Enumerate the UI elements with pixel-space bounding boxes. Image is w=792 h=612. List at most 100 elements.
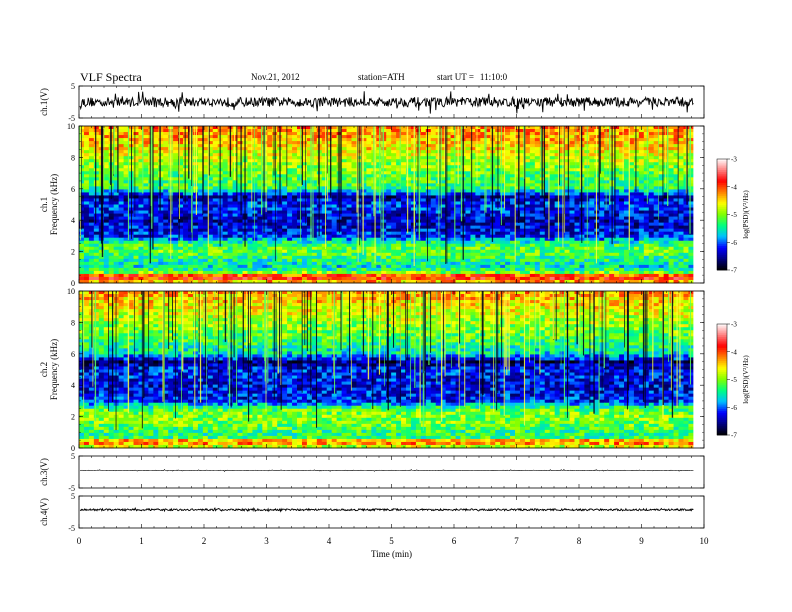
spectrogram-cell [401,135,407,139]
spectrogram-cell [113,129,120,133]
spectrogram-cell [401,204,407,208]
spectrogram-cell [178,132,184,136]
spectrogram-cell [257,210,263,214]
spectrogram-cell [301,147,308,151]
spectrogram-cell [653,216,660,220]
spectrogram-cell [257,153,263,157]
start-time-value: 11:10:0 [479,72,508,82]
spectrogram-cell [222,162,229,166]
spectrogram-cell [247,159,253,163]
spectrogram-cell [599,129,605,133]
spectrogram-cell [500,141,506,145]
spectrogram-cell [138,213,144,217]
spectrogram-cell [252,138,258,142]
spectrogram-cell [381,138,387,142]
spectrogram-cell [683,207,689,211]
spectrogram-cell [485,219,491,224]
spectrogram-cell [306,135,313,139]
spectrogram-cell [326,207,333,211]
spectrogram-cell [574,219,580,224]
spectrogram-cell [232,222,238,227]
spectrogram-cell [346,201,352,205]
spectrogram-cell [118,222,124,227]
spectrogram-cell [628,150,635,154]
spectrogram-cell [559,159,565,163]
spectrogram-cell [118,141,124,145]
spectrogram-cell [678,156,684,160]
spectrogram-cell [346,186,352,190]
spectrogram-cell [574,195,580,199]
spectrogram-cell [83,228,90,233]
spectrogram-cell [103,132,110,136]
spectrogram-cell [88,240,95,245]
spectrogram-cell [282,192,288,196]
spectrogram-cell [430,165,437,169]
spectrogram-cell [415,180,422,184]
spectrogram-cell [648,171,655,175]
spectrogram-cell [282,153,288,157]
spectrogram-cell [192,165,199,169]
spectrogram-cell [118,174,124,178]
spectrogram-cell [361,210,367,214]
spectrogram-cell [648,192,655,196]
spectrogram-cell [619,156,625,160]
spectrogram-cell [549,141,556,145]
spectrogram-cell [589,138,595,142]
spectrogram-cell [500,189,506,193]
spectrogram-cell [475,207,481,211]
spectrogram-cell [366,135,372,139]
spectrogram-cell [519,159,526,163]
spectrogram-cell [554,129,560,133]
spectrogram-cell [292,183,298,187]
spectrogram-cell [406,141,412,145]
spectrogram-cell [163,138,169,142]
spectrogram-cell [292,162,298,166]
spectrogram-cell [123,135,129,139]
spectrogram-cell [420,207,427,211]
spectrogram-cell [475,192,481,196]
spectrogram-cell [178,210,184,214]
spectrogram-cell [415,204,422,208]
spectrogram-cell [306,168,313,172]
spectrogram-cell [183,162,189,166]
spectrogram-cell [346,219,352,224]
spectrogram-cell [673,216,679,220]
spectrogram-cell [287,159,293,163]
spectrogram-cell [267,225,273,230]
spectrogram-cell [297,216,303,220]
spectrogram-cell [633,201,640,205]
spectrogram-cell [252,216,258,220]
spectrogram-cell [207,225,214,230]
spectrogram-cell [519,231,526,236]
spectrogram-cell [178,192,184,196]
spectrogram-cell [321,213,328,217]
spectrogram-cell [232,231,238,236]
spectrogram-cell [544,192,551,196]
spectrogram-cell [153,192,159,196]
spectrogram-cell [633,159,640,163]
spectrogram-cell [599,144,605,148]
spectrogram-cell [133,168,139,172]
spectrogram-cell [450,174,456,178]
spectrogram-cell [173,204,179,208]
spectrogram-cell [628,213,635,217]
spectrogram-cell [297,171,303,175]
spectrogram-cell [212,192,219,196]
spectrogram-cell [688,213,694,217]
spectrogram-cell [485,132,491,136]
spectrogram-cell [356,162,362,166]
spectrogram-cell [614,240,620,245]
spectrogram-cell [673,222,679,227]
spectrogram-cell [232,237,238,242]
spectrogram-cell [406,150,412,154]
spectrogram-cell [173,219,179,224]
spectrogram-cell [232,216,238,220]
spectrogram-cell [222,126,229,130]
spectrogram-cell [361,162,367,166]
spectrogram-cell [648,174,655,178]
spectrogram-cell [465,147,471,151]
spectrogram-cell [485,207,491,211]
spectrogram-cell [192,231,199,236]
spectrogram-cell [188,180,194,184]
spectrogram-cell [366,228,372,233]
